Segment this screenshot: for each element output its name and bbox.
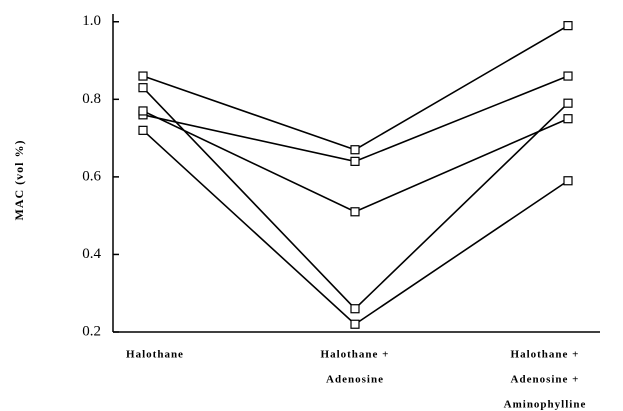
marker bbox=[350, 156, 360, 166]
marker bbox=[350, 304, 360, 314]
y-tick-label: 0.8 bbox=[82, 91, 101, 107]
marker bbox=[563, 176, 573, 186]
x-tick-label: Adenosine + bbox=[511, 374, 580, 386]
y-axis-label: MAC (vol %) bbox=[12, 140, 26, 221]
x-tick-label: Adenosine bbox=[326, 374, 384, 386]
marker bbox=[563, 98, 573, 108]
series-line bbox=[142, 87, 569, 310]
y-tick-label: 0.6 bbox=[82, 168, 101, 184]
marker bbox=[350, 207, 360, 217]
x-tick-label: Halothane + bbox=[321, 349, 390, 361]
marker bbox=[350, 145, 360, 155]
marker bbox=[138, 71, 148, 81]
marker bbox=[563, 21, 573, 31]
x-tick-label: Halothane + bbox=[511, 349, 580, 361]
y-tick-label: 0.2 bbox=[82, 323, 101, 339]
y-tick-label: 0.4 bbox=[82, 246, 101, 262]
y-tick-label: 1.0 bbox=[82, 13, 101, 29]
x-tick-label: Halothane bbox=[126, 349, 184, 361]
x-tick-label: Aminophylline bbox=[504, 399, 587, 411]
marker bbox=[138, 106, 148, 116]
marker bbox=[138, 83, 148, 93]
marker bbox=[563, 71, 573, 81]
series-line bbox=[142, 24, 569, 151]
marker bbox=[138, 125, 148, 135]
marker bbox=[350, 319, 360, 329]
marker bbox=[563, 114, 573, 124]
